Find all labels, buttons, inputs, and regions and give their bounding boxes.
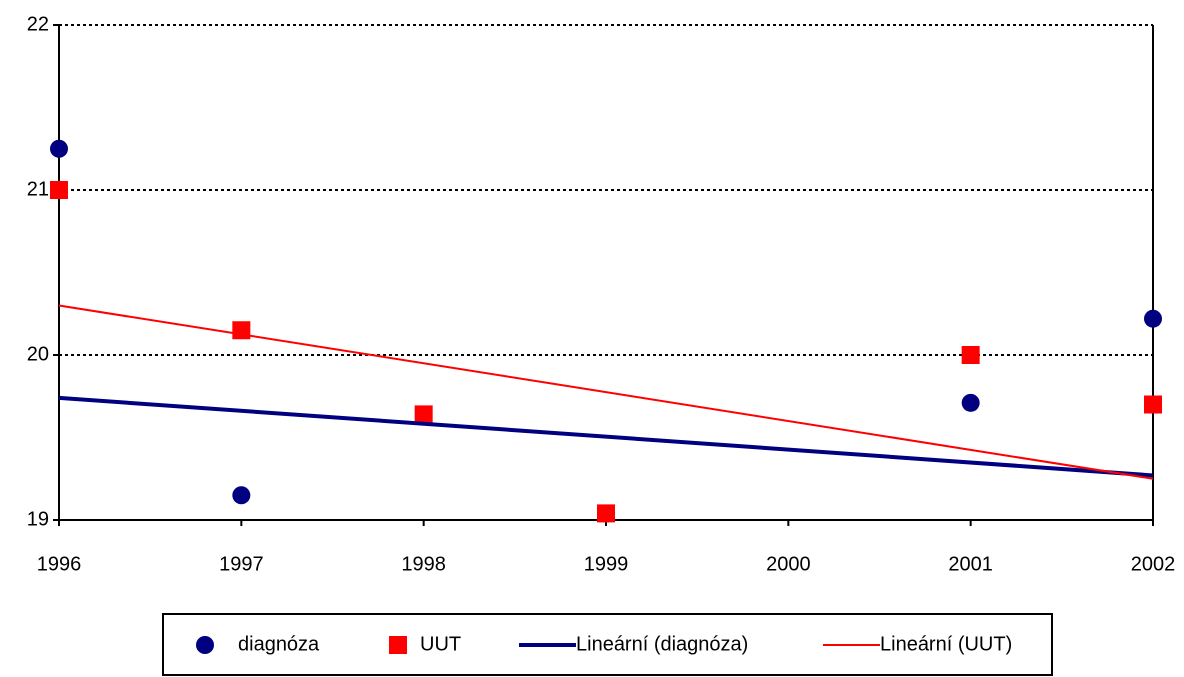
x-tick-label: 1999 [584, 553, 629, 575]
point [414, 405, 433, 424]
y-tick-label: 21 [27, 178, 49, 200]
point [50, 181, 68, 199]
legend-label: Lineární (UUT) [880, 633, 1012, 655]
legend-marker [389, 636, 407, 654]
trend-line [58, 304, 1154, 480]
legend-label: UUT [420, 633, 461, 655]
point [50, 139, 68, 158]
point [232, 321, 251, 340]
legend [162, 613, 1053, 676]
x-tick-label: 1996 [37, 553, 82, 575]
x-tick-label: 2000 [766, 553, 811, 575]
point [961, 346, 980, 364]
x-tick-label: 1997 [219, 553, 264, 575]
x-tick-label: 1998 [401, 553, 446, 575]
y-tick-label: 20 [27, 343, 49, 365]
trend-line [58, 395, 1154, 478]
legend-label: Lineární (diagnóza) [576, 633, 748, 655]
point [597, 504, 615, 523]
point [961, 393, 980, 412]
legend-marker [196, 636, 214, 654]
y-tick-label: 19 [27, 508, 49, 530]
legend-label: diagnóza [238, 633, 320, 655]
point [1144, 309, 1162, 328]
point [232, 486, 251, 505]
x-tick-label: 2002 [1131, 553, 1176, 575]
point [1144, 395, 1162, 414]
x-tick-label: 2001 [948, 553, 993, 575]
y-tick-label: 22 [27, 13, 49, 35]
